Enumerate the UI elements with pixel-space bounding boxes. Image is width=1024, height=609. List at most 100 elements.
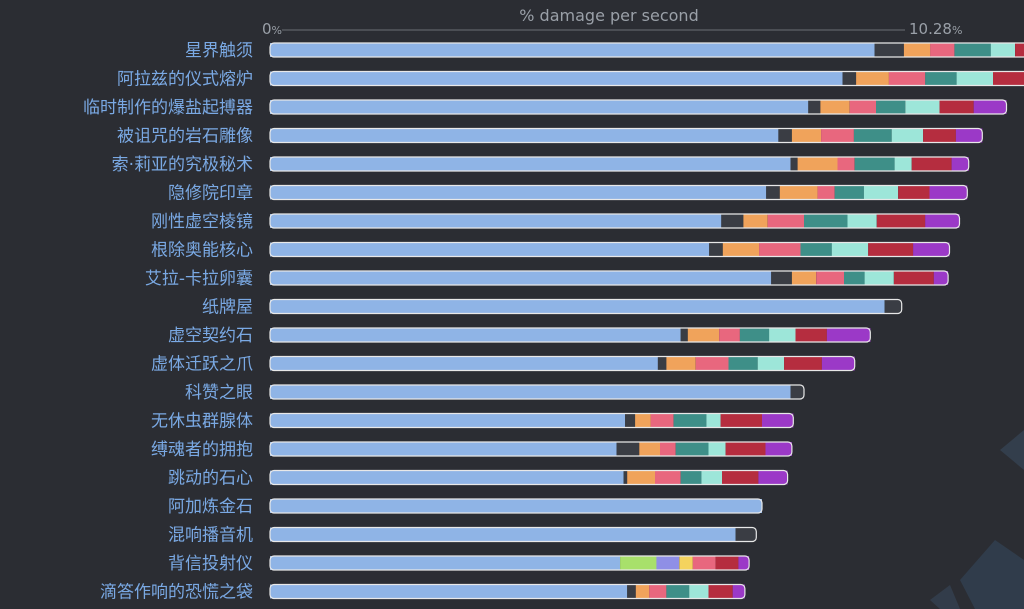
- bar-label: 滴答作响的恐慌之袋: [100, 583, 253, 603]
- bar-label: 无休虫群腺体: [151, 412, 253, 432]
- bar-row: 刚性虚空棱镜: [151, 212, 961, 232]
- bar-label: 跳动的石心: [168, 469, 253, 489]
- bar-segment-pink: [660, 442, 676, 456]
- bar-segment-purple: [738, 556, 750, 570]
- bar-segment-orange: [639, 442, 660, 456]
- bar-segment-orange: [791, 128, 822, 143]
- bar-segment-purple: [821, 356, 855, 371]
- bar-segment-orange: [791, 271, 817, 285]
- bar-segment-pink: [849, 100, 877, 114]
- bar-segment-dark: [874, 43, 904, 57]
- bar-segment-base: [270, 157, 791, 171]
- bar-segment-dark: [766, 185, 780, 200]
- bar-label: 刚性虚空棱镜: [151, 212, 253, 232]
- bar-segment-teal: [675, 442, 709, 456]
- x-tick-label-min: 0%: [262, 20, 282, 38]
- bar-segment-teal: [853, 128, 892, 143]
- bar-row: 根除奥能核心: [151, 241, 951, 261]
- bar-segment-red: [1015, 43, 1024, 57]
- bar-segment-purple: [732, 584, 745, 599]
- bar-segment-orange: [635, 413, 651, 428]
- bar-segment-orange: [820, 100, 850, 114]
- bar-segment-orange: [722, 242, 760, 257]
- bar-row: 阿加炼金石: [168, 497, 763, 517]
- bar-segment-teal: [804, 214, 848, 228]
- bar-segment-base: [270, 271, 772, 285]
- bar-outline: [269, 70, 1024, 87]
- bar-row: 被诅咒的岩石雕像: [117, 127, 983, 147]
- bar-segment-pink: [821, 128, 854, 143]
- bar-outline: [269, 270, 949, 286]
- bar-segment-red: [898, 185, 930, 200]
- bar-segment-pink: [759, 242, 801, 257]
- bg-decoration: [930, 585, 960, 609]
- bar-segment-yellow: [679, 556, 693, 570]
- bar-segment-mint: [706, 413, 721, 428]
- bar-segment-dark: [623, 470, 628, 485]
- bar-segment-dark: [790, 385, 804, 399]
- bar-segment-base: [270, 128, 779, 143]
- bar-segment-base: [270, 470, 624, 485]
- bar-row: 缚魂者的拥抱: [151, 440, 793, 460]
- bar-segment-base: [270, 214, 722, 228]
- bar-outline: [269, 127, 983, 144]
- bar-segment-pink: [719, 328, 740, 342]
- bar-label: 背信投射仪: [168, 554, 253, 574]
- bar-segment-red: [784, 356, 822, 371]
- bar-outline: [269, 156, 970, 172]
- bar-segment-teal: [954, 43, 991, 57]
- bar-segment-green: [620, 556, 657, 570]
- bar-segment-base: [270, 43, 875, 57]
- bar-segment-red: [725, 442, 766, 456]
- bar-segment-red: [893, 271, 934, 285]
- bars-group: 星界触须阿拉兹的仪式熔炉临时制作的爆盐起搏器被诅咒的岩石雕像索·莉亚的究极秘术隐…: [83, 41, 1024, 603]
- bar-outline: [269, 441, 793, 457]
- bar-segment-base: [270, 527, 736, 542]
- bar-segment-base: [270, 385, 791, 399]
- bar-row: 索·莉亚的究极秘术: [112, 155, 970, 175]
- bar-segment-pink: [837, 157, 855, 171]
- bar-segment-base: [270, 556, 621, 570]
- bar-segment-pink: [692, 556, 716, 570]
- bar-outline: [269, 184, 968, 201]
- bar-label: 星界触须: [185, 41, 253, 61]
- bar-row: 临时制作的爆盐起搏器: [83, 98, 1008, 118]
- bg-decoration: [1000, 430, 1024, 470]
- bar-row: 滴答作响的恐慌之袋: [100, 583, 746, 603]
- bar-segment-pink: [817, 185, 835, 200]
- bar-segment-mint: [864, 271, 894, 285]
- x-tick-label-max: 10.28%: [909, 20, 962, 38]
- bar-segment-purple: [929, 185, 968, 200]
- bar-segment-teal: [854, 157, 895, 171]
- bar-segment-pink: [767, 214, 805, 228]
- bar-label: 临时制作的爆盐起搏器: [83, 98, 253, 118]
- bar-label: 阿拉兹的仪式熔炉: [117, 70, 253, 90]
- bar-label: 索·莉亚的究极秘术: [112, 155, 253, 175]
- bar-outline: [269, 241, 951, 258]
- bar-segment-mint: [689, 584, 709, 599]
- bar-segment-purple: [925, 214, 960, 228]
- bar-segment-purple: [955, 128, 983, 143]
- bar-segment-red: [715, 556, 739, 570]
- bar-segment-dark: [808, 100, 821, 114]
- bar-segment-orange: [635, 584, 650, 599]
- bar-segment-base: [270, 328, 681, 342]
- bar-segment-mint: [956, 71, 993, 86]
- bar-outline: [269, 213, 961, 229]
- bar-segment-red: [923, 128, 956, 143]
- bar-row: 星界触须: [185, 41, 1024, 61]
- bar-outline: [269, 327, 871, 343]
- bar-segment-pink: [649, 584, 667, 599]
- bar-segment-dark: [627, 584, 636, 599]
- bar-row: 跳动的石心: [168, 469, 789, 489]
- bar-segment-red: [795, 328, 827, 342]
- bar-segment-red: [720, 413, 762, 428]
- bar-segment-dark: [790, 157, 798, 171]
- bar-outline: [269, 412, 794, 429]
- bar-segment-orange: [903, 43, 931, 57]
- bar-outline: [269, 99, 1008, 115]
- bar-segment-red: [868, 242, 914, 257]
- bar-segment-lavender: [656, 556, 680, 570]
- bar-row: 隐修院印章: [168, 184, 968, 204]
